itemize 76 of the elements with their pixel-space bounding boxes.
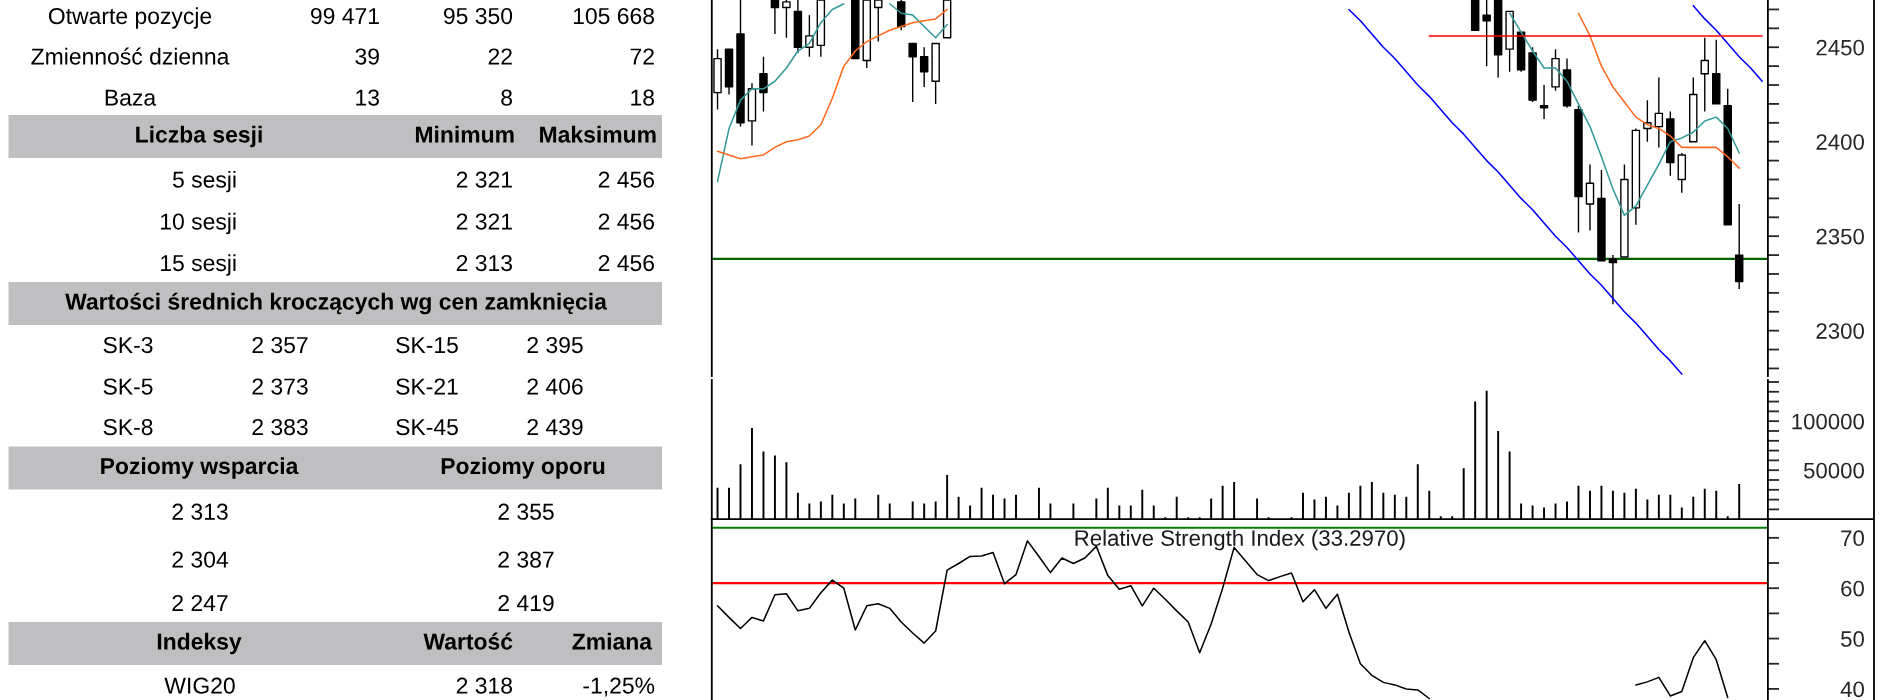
text: 2 313 [172,503,228,520]
candlestick [770,0,780,35]
y-tick-label: 50000 [1803,462,1864,479]
candlestick [1539,84,1549,120]
candlestick [782,0,791,39]
text: 2 321 [456,213,512,230]
text: 5 sesji [172,170,236,193]
text: 2 387 [498,551,554,568]
text: 2 373 [252,378,308,395]
text: 72 [630,48,654,65]
text: 22 [488,48,512,65]
text: Liczba sesji [136,125,262,148]
candlestick [1654,76,1664,149]
text: 39 [355,48,379,65]
text: -1,25% [583,677,655,697]
text: Baza [105,89,157,106]
text: 2 321 [456,171,512,188]
text: 2 247 [172,594,228,611]
text: Zmienność dzienna [31,47,230,65]
text: SK-45 [396,418,458,436]
text: 2 456 [598,213,654,230]
text: SK-15 [396,336,458,354]
line-series [1348,8,1683,375]
y-tick-label: 50 [1841,631,1864,647]
candlestick [873,0,883,43]
text: 2 419 [498,594,554,612]
text: 99 471 [310,7,379,25]
candlestick [759,55,768,113]
y-tick-label: 70 [1841,530,1864,547]
y-tick-label: 40 [1840,681,1864,698]
text: Minimum [415,125,514,143]
y-tick-label: 2450 [1816,39,1864,56]
y-tick-label: 60 [1841,580,1864,597]
text: 8 [501,89,512,106]
text: 18 [631,89,655,106]
y-tick-label: 2400 [1816,134,1864,150]
text: 2 456 [598,171,654,188]
text: Otwarte pozycje [48,7,212,29]
text: 10 sesji [161,212,236,235]
text: 2 318 [456,677,513,694]
text: 2 439 [527,418,583,436]
text: Maksimum [540,125,656,143]
candlestick [908,42,917,103]
text: 2 355 [498,503,554,520]
text: 2 456 [598,254,654,272]
text: 95 350 [443,7,513,25]
candlestick [1482,0,1491,67]
text: 2 406 [527,378,583,395]
text: 2 395 [527,336,583,354]
text: Wartość [423,632,513,650]
candlestick [919,46,929,88]
candlestick [1700,37,1710,113]
chart-title: Relative Strength Index (33.2970) [1075,529,1405,551]
line-series [1692,4,1763,83]
candlestick [1608,254,1618,305]
text: 13 [356,89,379,106]
text: SK-3 [103,336,153,354]
text: SK-21 [396,378,458,395]
y-tick-label: 2300 [1816,323,1864,339]
text: Wartości średnich kroczących wg cen zamknięcia [65,292,608,315]
candlestick [1585,163,1595,232]
text: SK-8 [103,418,153,436]
text: SK-5 [103,378,153,395]
text: Zmiana [572,632,653,650]
text: WIG20 [164,677,235,694]
y-tick-label: 100000 [1792,413,1864,430]
text: 2 357 [252,336,308,354]
text: 105 668 [573,7,655,25]
text: 15 sesji [161,254,236,276]
text: Indeksy [157,632,242,655]
text: 2 304 [172,551,229,568]
text: 2 383 [252,418,308,436]
text: Poziomy oporu [441,457,605,479]
text: Poziomy wsparcia [101,457,299,479]
y-tick-label: 2350 [1816,228,1864,245]
text: 2 313 [456,254,512,272]
